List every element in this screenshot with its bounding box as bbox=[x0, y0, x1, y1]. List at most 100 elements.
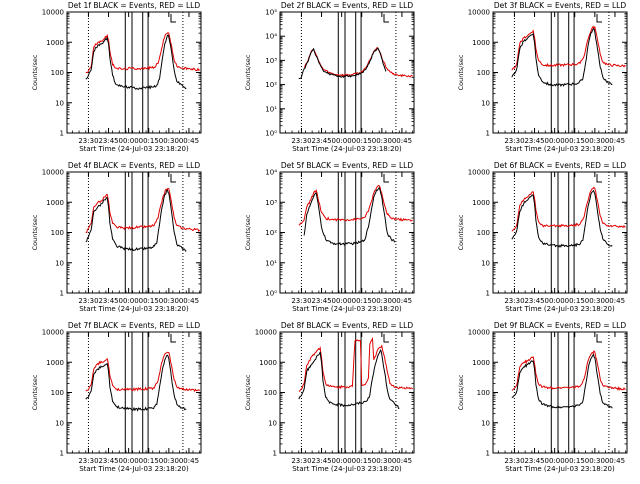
chart-title: Det 7f BLACK = Events, RED = LLD bbox=[68, 321, 201, 330]
corner-marker bbox=[383, 334, 389, 343]
chart-det3: Det 3f BLACK = Events, RED = LLD 1 10 100 10… bbox=[457, 1, 628, 153]
x-tick-label: 23:45 bbox=[311, 297, 331, 305]
y-tick-label: 1 bbox=[486, 130, 490, 138]
y-tick-label: 1 bbox=[60, 450, 64, 458]
plot-frame bbox=[492, 171, 628, 294]
x-axis-label: Start Time (24-Jul-03 23:18:20) bbox=[292, 465, 402, 473]
x-tick-label: 00:00 bbox=[332, 297, 352, 305]
x-tick-label: 23:30 bbox=[291, 297, 311, 305]
x-axis-label: Start Time (24-Jul-03 23:18:20) bbox=[505, 465, 615, 473]
y-axis-label: Counts/sec bbox=[457, 214, 465, 250]
x-tick-label: 00:30 bbox=[585, 457, 605, 465]
y-axis-label: Counts/sec bbox=[31, 214, 39, 250]
x-tick-label: 23:45 bbox=[524, 457, 544, 465]
y-tick-label: 10000 bbox=[42, 9, 64, 17]
series-events-line bbox=[298, 47, 387, 80]
y-tick-label: 10¹ bbox=[265, 259, 277, 267]
series-events-line bbox=[511, 27, 613, 87]
y-tick-label: 10² bbox=[265, 229, 277, 237]
series-events-line bbox=[511, 353, 613, 409]
series-events-line bbox=[303, 186, 396, 246]
corner-marker bbox=[596, 14, 602, 23]
chart-det1: Det 1f BLACK = Events, RED = LLD 1 10 100 10… bbox=[31, 1, 202, 153]
x-tick-label: 00:30 bbox=[585, 137, 605, 145]
y-axis-label: Counts/sec bbox=[31, 54, 39, 90]
y-tick-label: 10000 bbox=[468, 9, 490, 17]
x-tick-label: 00:45 bbox=[179, 137, 199, 145]
chart-title: Det 9f BLACK = Events, RED = LLD bbox=[494, 321, 627, 330]
chart-det7: Det 7f BLACK = Events, RED = LLD 1 10 100 10… bbox=[31, 321, 202, 473]
x-tick-label: 23:45 bbox=[311, 457, 331, 465]
y-tick-label: 10 bbox=[481, 259, 490, 267]
y-tick-label: 10000 bbox=[468, 169, 490, 177]
chart-det2: Det 2f BLACK = Events, RED = LLD 10⁰ 10¹ 10… bbox=[244, 1, 415, 153]
chart-title: Det 2f BLACK = Events, RED = LLD bbox=[281, 1, 414, 10]
x-tick-label: 00:45 bbox=[605, 137, 625, 145]
y-tick-label: 10⁴ bbox=[265, 169, 277, 177]
x-axis-label: Start Time (24-Jul-03 23:18:20) bbox=[505, 305, 615, 313]
y-tick-label: 10000 bbox=[42, 329, 64, 337]
x-tick-label: 00:30 bbox=[372, 297, 392, 305]
x-tick-label: 00:45 bbox=[392, 297, 412, 305]
series-lld-line bbox=[298, 336, 414, 392]
x-tick-label: 00:00 bbox=[119, 457, 139, 465]
x-tick-label: 00:15 bbox=[565, 297, 585, 305]
chart-det9: Det 9f BLACK = Events, RED = LLD 1 10 100 10… bbox=[457, 321, 628, 473]
corner-marker bbox=[383, 14, 389, 23]
x-tick-label: 00:15 bbox=[139, 297, 159, 305]
y-tick-label: 10 bbox=[481, 99, 490, 107]
plot-frame bbox=[492, 11, 628, 134]
x-tick-label: 00:15 bbox=[565, 457, 585, 465]
x-tick-label: 00:00 bbox=[119, 297, 139, 305]
series-lld-line bbox=[511, 350, 626, 392]
x-axis-label: Start Time (24-Jul-03 23:18:20) bbox=[505, 145, 615, 153]
chart-title: Det 3f BLACK = Events, RED = LLD bbox=[494, 1, 627, 10]
corner-marker bbox=[170, 14, 176, 23]
x-tick-label: 00:15 bbox=[352, 457, 372, 465]
x-tick-label: 00:45 bbox=[392, 457, 412, 465]
x-tick-label: 00:00 bbox=[332, 137, 352, 145]
y-tick-label: 1 bbox=[486, 450, 490, 458]
chart-title: Det 4f BLACK = Events, RED = LLD bbox=[68, 161, 201, 170]
y-tick-label: 1000 bbox=[259, 359, 277, 367]
x-tick-label: 23:30 bbox=[504, 457, 524, 465]
x-tick-label: 23:30 bbox=[291, 457, 311, 465]
y-tick-label: 1000 bbox=[46, 199, 64, 207]
y-tick-label: 1 bbox=[60, 290, 64, 298]
y-tick-label: 10⁰ bbox=[265, 130, 277, 138]
x-axis-label: Start Time (24-Jul-03 23:18:20) bbox=[79, 305, 189, 313]
series-events-line bbox=[85, 189, 187, 252]
y-tick-label: 1000 bbox=[46, 359, 64, 367]
y-tick-label: 100 bbox=[264, 389, 277, 397]
series-lld-line bbox=[85, 187, 201, 233]
x-tick-label: 23:45 bbox=[524, 297, 544, 305]
series-lld-line bbox=[85, 32, 201, 74]
x-tick-label: 23:30 bbox=[504, 137, 524, 145]
series-events-line bbox=[298, 349, 400, 409]
x-tick-label: 23:30 bbox=[78, 457, 98, 465]
series-lld-line bbox=[511, 186, 626, 232]
series-lld-line bbox=[511, 25, 626, 71]
x-tick-label: 00:30 bbox=[585, 297, 605, 305]
series-events-line bbox=[85, 354, 187, 412]
y-tick-label: 1 bbox=[273, 450, 277, 458]
x-tick-label: 00:00 bbox=[545, 297, 565, 305]
x-tick-label: 23:30 bbox=[78, 297, 98, 305]
x-tick-label: 00:30 bbox=[372, 137, 392, 145]
plot-frame bbox=[66, 331, 202, 454]
series-lld-line bbox=[298, 184, 413, 226]
y-tick-label: 10³ bbox=[265, 199, 277, 207]
series-events-line bbox=[511, 189, 613, 248]
plot-frame bbox=[492, 331, 628, 454]
corner-marker bbox=[170, 334, 176, 343]
chart-det8: Det 8f BLACK = Events, RED = LLD 1 10 100 10… bbox=[244, 321, 415, 473]
x-tick-label: 00:15 bbox=[352, 137, 372, 145]
y-axis-label: Counts/sec bbox=[244, 214, 252, 250]
y-tick-label: 10000 bbox=[42, 169, 64, 177]
x-tick-label: 00:15 bbox=[565, 137, 585, 145]
chart-title: Det 8f BLACK = Events, RED = LLD bbox=[281, 321, 414, 330]
y-tick-label: 1000 bbox=[472, 199, 490, 207]
x-tick-label: 23:30 bbox=[291, 137, 311, 145]
x-tick-label: 23:45 bbox=[311, 137, 331, 145]
